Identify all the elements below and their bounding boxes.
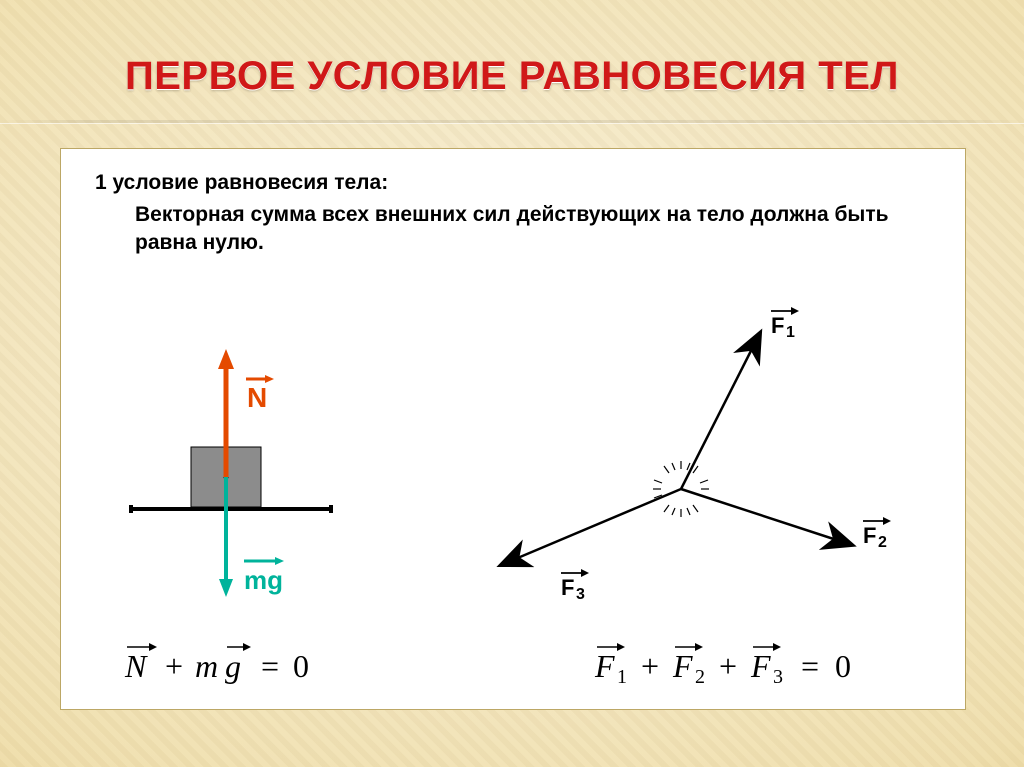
svg-text:+: +	[641, 648, 659, 684]
svg-text:mg: mg	[244, 565, 283, 595]
svg-text:m: m	[195, 648, 218, 684]
svg-text:F: F	[750, 648, 771, 684]
left-diagram: N mg N + m	[124, 349, 331, 684]
slide-title: ПЕРВОЕ УСЛОВИЕ РАВНОВЕСИЯ ТЕЛ	[125, 54, 899, 99]
svg-text:F: F	[771, 313, 784, 338]
svg-text:N: N	[247, 382, 267, 413]
svg-text:g: g	[225, 648, 241, 684]
svg-text:+: +	[719, 648, 737, 684]
diagram-area: N mg N + m	[61, 259, 965, 689]
right-diagram: F1 F2 F3	[501, 307, 891, 688]
svg-text:3: 3	[576, 586, 585, 603]
svg-text:F: F	[863, 523, 876, 548]
vector-F3	[501, 489, 681, 565]
content-panel: 1 условие равновесия тела: Векторная сум…	[60, 148, 966, 710]
slide: ПЕРВОЕ УСЛОВИЕ РАВНОВЕСИЯ ТЕЛ 1 условие …	[0, 0, 1024, 767]
title-underline	[0, 120, 1024, 123]
svg-text:F: F	[561, 575, 574, 600]
label-N: N	[246, 375, 274, 413]
equation-left: N + m g = 0	[124, 643, 309, 684]
svg-text:1: 1	[617, 666, 627, 688]
label-F2: F2	[863, 517, 891, 551]
svg-text:2: 2	[878, 534, 887, 551]
condition-body: Векторная сумма всех внешних сил действу…	[95, 201, 931, 258]
svg-text:=: =	[801, 648, 819, 684]
equation-right: F1 + F2 + F3	[594, 643, 851, 688]
condition-text: 1 условие равновесия тела: Векторная сум…	[95, 171, 931, 258]
vector-F1	[681, 333, 760, 489]
svg-text:3: 3	[773, 666, 783, 688]
label-F3: F3	[561, 569, 589, 603]
vector-F2	[681, 489, 852, 545]
title-band: ПЕРВОЕ УСЛОВИЕ РАВНОВЕСИЯ ТЕЛ	[0, 32, 1024, 120]
svg-text:F: F	[594, 648, 615, 684]
svg-text:0: 0	[835, 648, 851, 684]
label-F1: F1	[771, 307, 799, 341]
condition-heading: 1 условие равновесия тела:	[95, 171, 931, 195]
label-mg: mg	[244, 557, 284, 595]
svg-text:1: 1	[786, 324, 795, 341]
svg-text:N: N	[124, 648, 148, 684]
diagram-svg: N mg N + m	[61, 259, 965, 689]
svg-text:0: 0	[293, 648, 309, 684]
svg-text:+: +	[165, 648, 183, 684]
svg-text:F: F	[672, 648, 693, 684]
svg-text:=: =	[261, 648, 279, 684]
svg-text:2: 2	[695, 666, 705, 688]
